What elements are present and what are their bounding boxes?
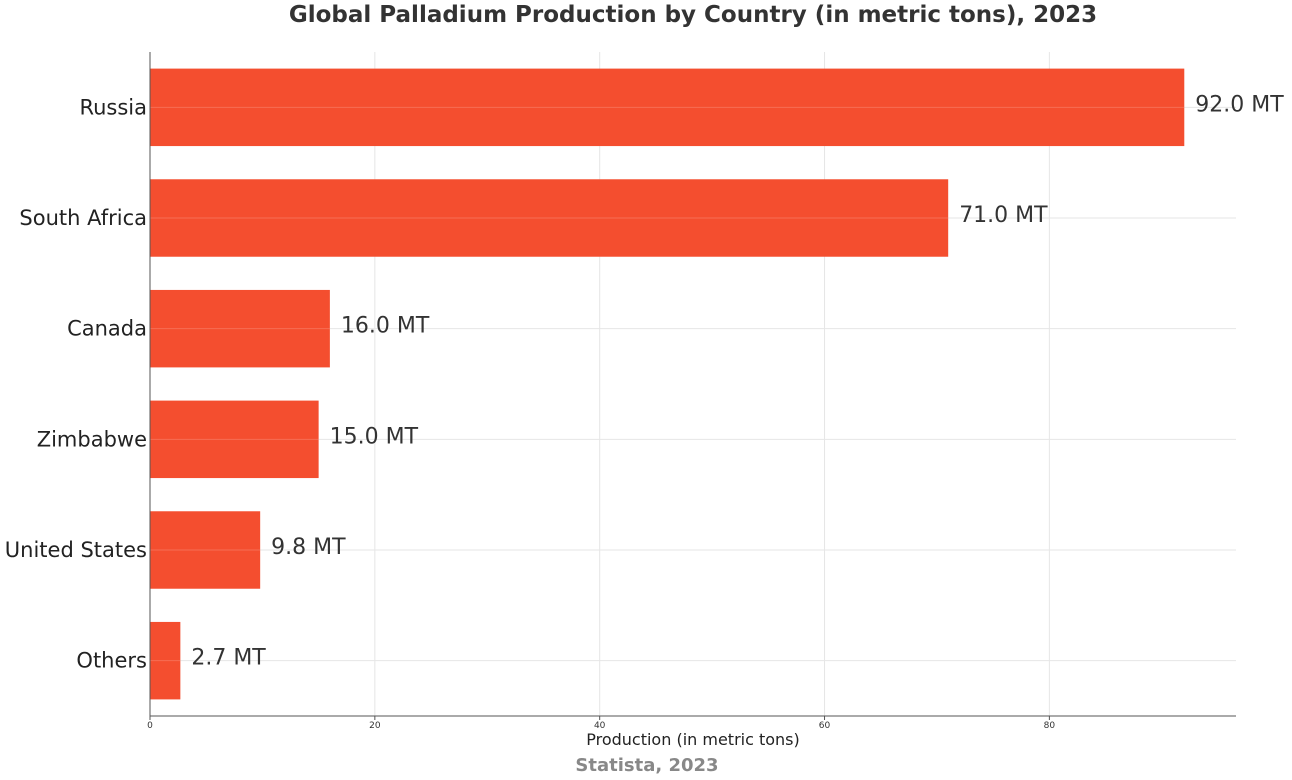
x-axis-label: Production (in metric tons)	[586, 730, 800, 749]
grid-lines	[149, 52, 1236, 716]
bar-value-label: 16.0 MT	[341, 314, 430, 339]
category-label: Canada	[67, 317, 147, 341]
axes: 0 20 40 60 80 Russia South Africa Canada Zimbabw…	[5, 52, 1236, 731]
bar-value-label: 71.0 MT	[959, 203, 1048, 228]
bar	[150, 179, 949, 257]
bar	[150, 289, 330, 368]
bars: 92.0 MT 71.0 MT 16.0 MT 15.0 MT 9.8 MT 2.7 MT	[150, 68, 1284, 700]
category-label: Russia	[79, 95, 147, 119]
x-tick-label: 60	[819, 721, 831, 731]
chart-title: Global Palladium Production by Country (…	[289, 2, 1097, 28]
x-tick-label: 0	[147, 721, 153, 731]
category-label: Zimbabwe	[37, 427, 147, 451]
category-label: South Africa	[19, 206, 147, 230]
bar	[150, 68, 1185, 147]
bar-value-label: 2.7 MT	[191, 646, 266, 671]
bar	[150, 400, 319, 479]
bar	[150, 621, 181, 700]
bar-value-label: 15.0 MT	[330, 424, 419, 449]
x-tick-label: 20	[369, 721, 381, 731]
source-label: Statista, 2023	[575, 755, 718, 776]
bar-value-label: 9.8 MT	[271, 535, 346, 560]
x-tick-label: 80	[1044, 721, 1056, 731]
category-label: United States	[5, 538, 147, 562]
category-label: Others	[76, 649, 147, 673]
bar-value-label: 92.0 MT	[1195, 92, 1284, 117]
bar	[150, 511, 261, 589]
x-tick-label: 40	[594, 721, 606, 731]
